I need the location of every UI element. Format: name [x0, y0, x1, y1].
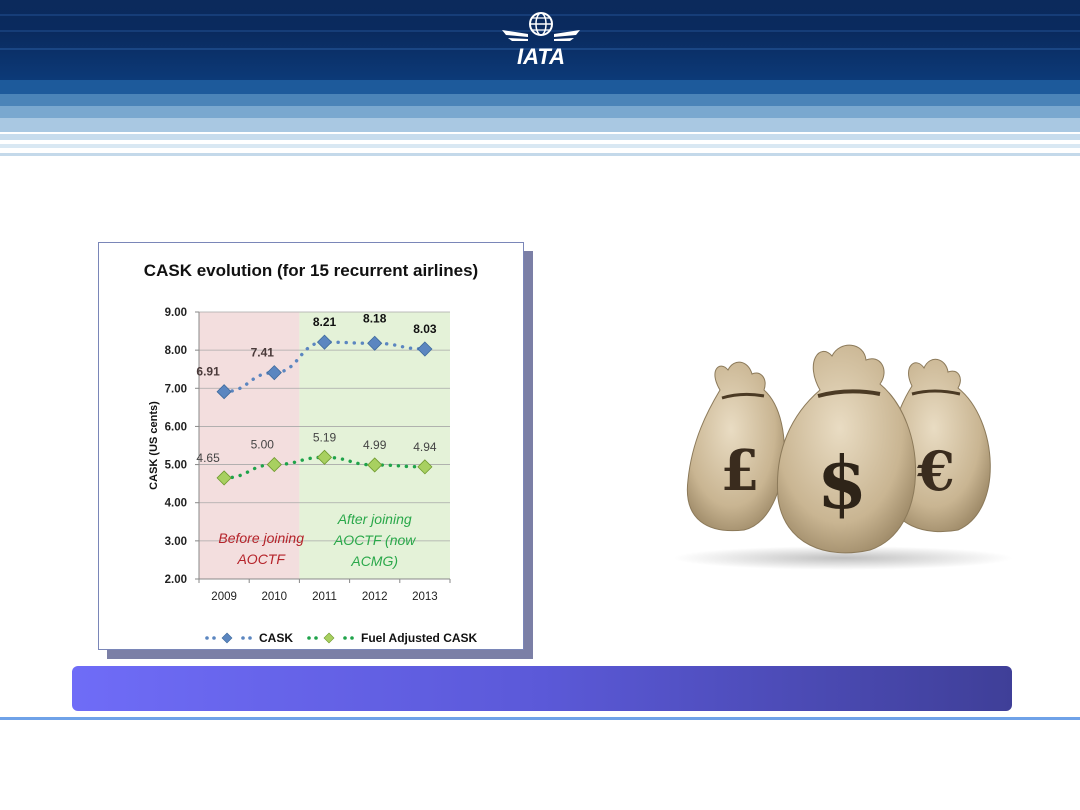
header-stripe-mid [0, 94, 1080, 106]
chart-title: CASK evolution (for 15 recurrent airline… [143, 261, 479, 280]
data-label-1: 5.19 [313, 430, 337, 444]
data-label-0: 8.21 [313, 315, 337, 329]
data-label-0: 8.18 [363, 311, 387, 325]
y-tick-label: 3.00 [165, 536, 187, 548]
legend-dot-1 [350, 636, 354, 640]
data-point-1 [316, 449, 333, 465]
data-label-0: 6.91 [196, 365, 220, 379]
legend-marker-1 [323, 632, 335, 644]
data-label-1: 4.65 [196, 451, 220, 465]
data-point-0 [266, 365, 282, 381]
header-stripe-line [0, 14, 1080, 16]
y-tick-label: 5.00 [165, 460, 187, 472]
y-tick-label: 6.00 [165, 421, 187, 433]
globe-icon [529, 12, 553, 36]
header-stripe-lighter [0, 134, 1080, 140]
data-label-1: 5.00 [251, 438, 275, 452]
logo-text: IATA [517, 44, 565, 69]
header-stripe-lighter [0, 144, 1080, 148]
data-point-1 [216, 470, 232, 486]
legend-dot-1 [307, 636, 311, 640]
data-label-1: 4.99 [363, 438, 387, 452]
chart-card: CASK evolution (for 15 recurrent airline… [98, 242, 524, 650]
data-point-0 [367, 335, 383, 351]
pound-bag: £ [686, 361, 785, 532]
data-point-0 [216, 384, 232, 400]
data-label-0: 8.03 [413, 322, 437, 336]
header-stripe-line [0, 30, 1080, 32]
iata-logo: IATA [502, 12, 580, 69]
x-tick-label: 2013 [412, 591, 438, 603]
x-tick-label: 2010 [262, 591, 288, 603]
header-banner: IATA [0, 0, 1080, 160]
legend-dot-0 [241, 636, 245, 640]
bag-shadow [673, 546, 1013, 570]
data-point-0 [417, 341, 433, 357]
data-label-1: 4.94 [413, 440, 437, 454]
pound-icon: £ [721, 438, 760, 504]
header-stripe-mid [0, 80, 1080, 94]
header-stripe-light [0, 118, 1080, 132]
region-label: ACMG) [350, 553, 398, 569]
money-bags-image: £ € $ [673, 344, 1013, 570]
y-tick-label: 7.00 [165, 383, 187, 395]
header-stripe-lighter [0, 153, 1080, 156]
legend-label-0: CASK [259, 631, 293, 645]
y-tick-label: 4.00 [165, 498, 187, 510]
region-label: After joining [337, 511, 412, 527]
region-label: AOCTF [236, 551, 286, 567]
dollar-bag: $ [776, 344, 916, 554]
series-line-1 [222, 455, 427, 480]
region-label: Before joining [218, 530, 304, 546]
data-point-0 [316, 334, 333, 350]
legend-dot-0 [248, 636, 252, 640]
header-stripe-line [0, 48, 1080, 50]
y-tick-label: 9.00 [165, 307, 187, 319]
data-label-0: 7.41 [251, 346, 275, 360]
data-point-1 [266, 457, 282, 473]
legend-marker-0 [221, 632, 233, 644]
header-stripe-light [0, 106, 1080, 118]
data-point-1 [367, 457, 383, 473]
x-tick-label: 2011 [312, 591, 337, 603]
region-band-0 [199, 312, 300, 579]
wings-icon [502, 30, 580, 41]
legend-dot-0 [212, 636, 216, 640]
y-axis-label: CASK (US cents) [148, 401, 160, 490]
dollar-icon: $ [817, 440, 867, 525]
euro-icon: € [916, 439, 955, 503]
y-tick-label: 2.00 [165, 574, 187, 586]
y-tick-label: 8.00 [165, 345, 187, 357]
legend-dot-1 [343, 636, 347, 640]
footer-line [0, 717, 1080, 720]
legend-dot-0 [205, 636, 209, 640]
region-label: AOCTF (now [333, 532, 416, 548]
footer-bar [72, 666, 1012, 711]
data-point-1 [417, 459, 433, 475]
x-tick-label: 2009 [211, 591, 237, 603]
x-tick-label: 2012 [362, 591, 388, 603]
legend-label-1: Fuel Adjusted CASK [361, 631, 478, 645]
cask-line-chart: 2.00 3.00 4.00 5.00 6.00 7.00 8.00 9.00 2009 2010… [148, 307, 478, 645]
legend-dot-1 [314, 636, 318, 640]
